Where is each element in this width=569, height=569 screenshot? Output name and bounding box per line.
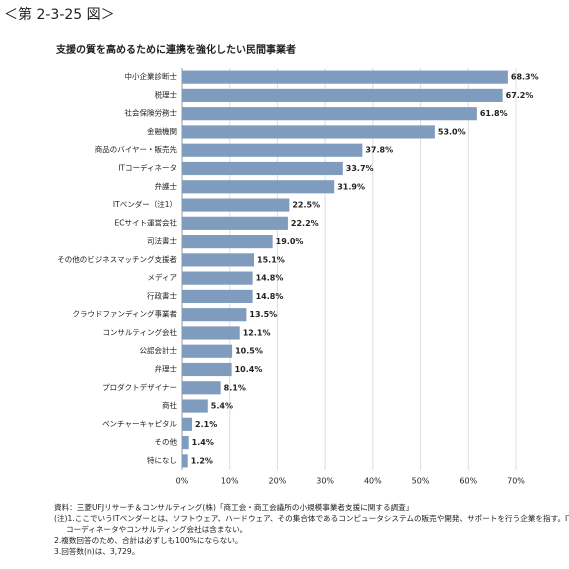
y-tick-label: メディア	[148, 272, 177, 282]
y-tick-label: ITコーディネータ	[118, 163, 177, 173]
y-tick-label: ECサイト運営会社	[115, 217, 178, 227]
bar	[182, 180, 335, 194]
y-tick-label: 弁護士	[155, 181, 178, 191]
y-tick-label: プロダクトデザイナー	[102, 382, 177, 392]
note: コーディネータやコンサルティング会社は含まない。	[66, 524, 247, 534]
value-label: 1.2%	[191, 456, 213, 465]
y-tick-label: 商品のバイヤー・販売先	[95, 144, 178, 154]
bar	[182, 216, 288, 230]
value-label: 12.1%	[243, 328, 271, 337]
note: 2.複数回答のため、合計は必ずしも100%にならない。	[54, 535, 242, 545]
x-tick-label: 40%	[364, 477, 382, 486]
bar	[182, 399, 208, 413]
note: 3.回答数(n)は、3,729。	[54, 546, 139, 556]
y-tick-label: ITベンダー（注1）	[113, 199, 177, 209]
y-tick-label: 特になし	[147, 455, 177, 465]
value-label: 37.8%	[365, 146, 393, 155]
y-tick-label: 中小企業診断士	[125, 71, 178, 81]
x-tick-label: 50%	[412, 477, 430, 486]
bar	[182, 271, 253, 285]
value-label: 53.0%	[438, 127, 466, 136]
bar	[182, 381, 221, 395]
note: (注)1.ここでいうITベンダーとは、ソフトウェア、ハードウェア、その集合体であ…	[54, 513, 569, 523]
y-tick-label: 税理士	[155, 89, 178, 99]
value-label: 8.1%	[224, 383, 246, 392]
value-label: 22.2%	[291, 219, 319, 228]
y-tick-label: 金融機関	[147, 126, 177, 136]
value-label: 31.9%	[337, 182, 365, 191]
bar	[182, 253, 255, 267]
bar	[182, 125, 435, 139]
y-tick-label: その他のビジネスマッチング支援者	[57, 254, 177, 264]
value-label: 67.2%	[506, 91, 534, 100]
bar	[182, 198, 290, 212]
y-tick-label: ベンチャーキャピタル	[102, 419, 177, 428]
value-label: 61.8%	[480, 109, 508, 118]
value-label: 2.1%	[195, 420, 217, 429]
value-label: 14.8%	[256, 274, 284, 283]
bar	[182, 308, 247, 322]
bar	[182, 107, 477, 121]
value-label: 19.0%	[276, 237, 304, 246]
note: 資料：三菱UFJリサーチ＆コンサルティング(株)「商工会・商工会議所の小規模事業…	[54, 502, 413, 512]
value-label: 10.5%	[235, 347, 263, 356]
y-tick-label: 弁理士	[155, 364, 178, 374]
y-tick-label: 行政書士	[147, 290, 177, 300]
bar	[182, 88, 503, 102]
bar	[182, 417, 193, 431]
value-label: 15.1%	[257, 255, 285, 264]
value-label: 22.5%	[292, 201, 320, 210]
bar	[182, 326, 240, 340]
bar	[182, 436, 189, 450]
figure-label: ＜第 2-3-25 図＞	[4, 6, 115, 23]
y-tick-label: 商社	[162, 400, 177, 410]
y-tick-label: 社会保険労務士	[125, 108, 178, 118]
x-tick-label: 70%	[507, 477, 525, 486]
value-label: 13.5%	[249, 310, 277, 319]
bar	[182, 362, 232, 377]
value-label: 33.7%	[346, 164, 374, 173]
y-tick-label: 公認会計士	[140, 345, 178, 355]
x-tick-label: 30%	[316, 477, 334, 486]
x-tick-label: 20%	[269, 477, 287, 486]
value-label: 68.3%	[511, 73, 539, 82]
value-label: 1.4%	[192, 438, 214, 447]
x-tick-label: 10%	[221, 477, 239, 486]
y-tick-label: 司法書士	[147, 236, 177, 246]
bar	[182, 289, 253, 303]
bar	[182, 344, 233, 358]
value-label: 10.4%	[235, 365, 263, 374]
y-tick-label: クラウドファンディング事業者	[73, 309, 178, 319]
chart-title: 支援の質を高めるために連携を強化したい民間事業者	[55, 43, 296, 56]
y-tick-label: コンサルティング会社	[102, 327, 177, 337]
bar	[182, 454, 188, 468]
bar	[182, 235, 273, 249]
value-label: 14.8%	[256, 292, 284, 301]
value-label: 5.4%	[211, 402, 233, 411]
x-tick-label: 60%	[459, 477, 477, 486]
x-tick-label: 0%	[176, 477, 189, 486]
y-tick-label: その他	[155, 437, 178, 447]
bar	[182, 143, 363, 157]
bar	[182, 70, 508, 84]
bar	[182, 161, 343, 176]
